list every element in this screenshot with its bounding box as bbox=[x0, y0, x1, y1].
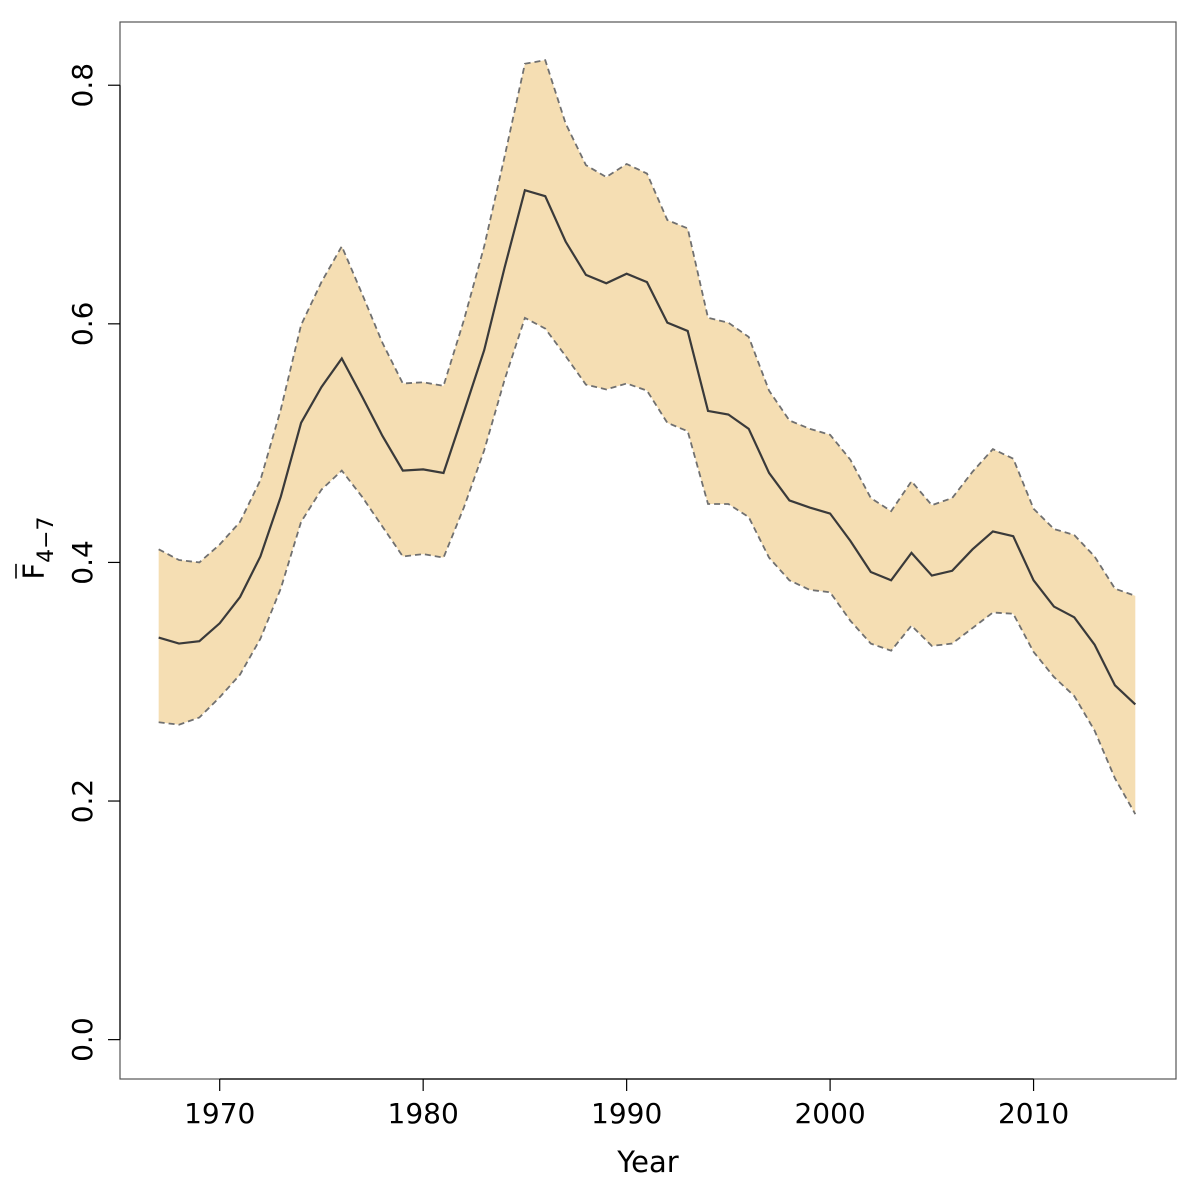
series-lines-layer bbox=[158, 59, 1137, 815]
y-axis-title-base: F bbox=[17, 563, 51, 580]
y-tick-label: 0.0 bbox=[66, 1017, 99, 1062]
x-axis: 1970 1980 1990 2000 2010 bbox=[184, 1078, 1069, 1130]
upper-bound-line bbox=[158, 59, 1136, 597]
y-axis-title: F4−7 bbox=[15, 516, 59, 580]
x-tick-label: 2000 bbox=[794, 1097, 865, 1130]
estimate-line bbox=[158, 188, 1137, 706]
x-tick-label: 1970 bbox=[184, 1097, 255, 1130]
x-tick-label: 2010 bbox=[998, 1097, 1069, 1130]
y-axis: 0.0 0.2 0.4 0.6 0.8 bbox=[66, 63, 121, 1062]
y-tick-label: 0.2 bbox=[66, 779, 99, 824]
y-tick-label: 0.4 bbox=[66, 540, 99, 585]
confidence-band bbox=[158, 60, 1136, 815]
x-axis-title: Year bbox=[616, 1145, 678, 1179]
lower-bound-line bbox=[158, 316, 1137, 815]
y-axis-title-text: F4−7 bbox=[17, 516, 59, 579]
y-tick-label: 0.8 bbox=[66, 63, 99, 108]
y-tick-label: 0.6 bbox=[66, 302, 99, 347]
confidence-band-layer bbox=[158, 60, 1136, 815]
y-axis-title-subscript: 4−7 bbox=[34, 516, 59, 562]
x-tick-label: 1990 bbox=[591, 1097, 662, 1130]
x-tick-label: 1980 bbox=[388, 1097, 459, 1130]
